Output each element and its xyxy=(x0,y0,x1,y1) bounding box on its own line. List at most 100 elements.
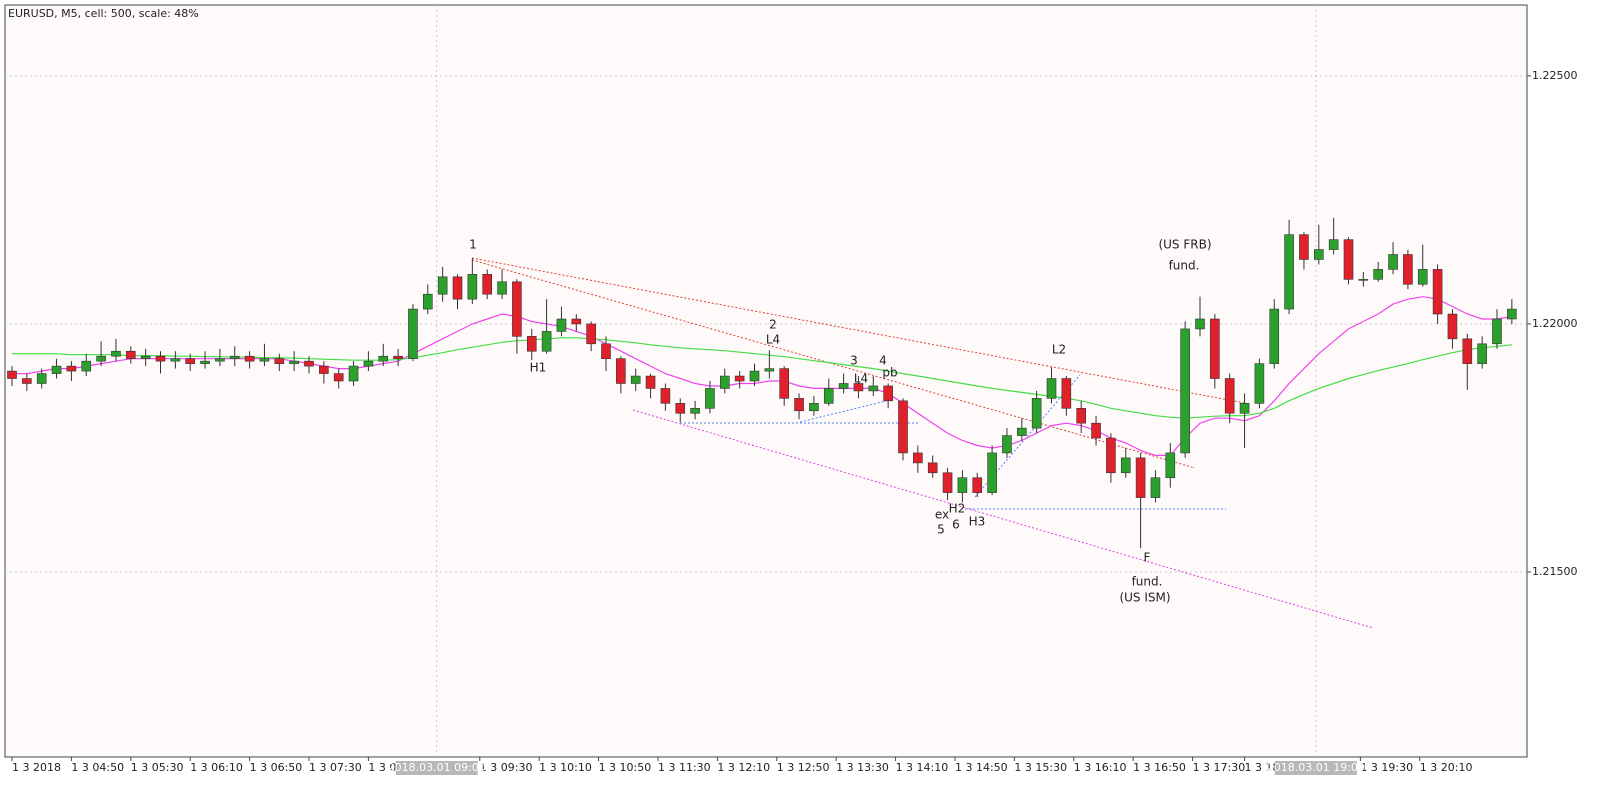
trendline xyxy=(799,399,891,423)
candle-body xyxy=(1492,318,1502,345)
annotations: 1 H1 2 L4 3 L4 4 pb ex 5 H2 6 H3 L2 (US … xyxy=(469,238,1211,605)
candle-body xyxy=(1239,403,1250,414)
x-tick-label: 1 3 06:50 xyxy=(250,761,303,774)
x-tick-label: 1 3 11:30 xyxy=(658,761,711,774)
axes: 1.21500 1.22000 1.22500 1 3 2018 1 3 04:50 1 … xyxy=(11,69,1578,775)
annotation: 5 xyxy=(937,523,945,537)
candle-body xyxy=(571,318,582,325)
candle-body xyxy=(497,281,507,295)
trendline xyxy=(974,374,1081,498)
x-tick-label: 1 3 06:10 xyxy=(190,761,243,774)
trendline xyxy=(632,409,1374,629)
candle-body xyxy=(36,373,47,384)
candle-body xyxy=(452,276,463,300)
candle-body xyxy=(200,360,210,364)
candle-body xyxy=(883,385,893,402)
candle-body xyxy=(1210,318,1220,379)
candle-body xyxy=(526,336,537,352)
annotation: 6 xyxy=(952,518,960,532)
x-tick-label: 1 3 16:10 xyxy=(1074,761,1127,774)
candle-body xyxy=(1343,239,1354,280)
candle-body xyxy=(601,343,611,359)
candle-body xyxy=(7,370,17,379)
annotation: 1 xyxy=(469,238,477,252)
candle-body xyxy=(1447,313,1458,340)
candle-body xyxy=(794,398,804,412)
x-tick-label: 1 3 12:50 xyxy=(777,761,830,774)
candle-body xyxy=(809,403,819,412)
candle-body xyxy=(1061,378,1072,409)
candle-body xyxy=(229,355,240,359)
candle-body xyxy=(1403,254,1413,285)
candle-body xyxy=(422,293,433,310)
annotation: H3 xyxy=(969,515,986,529)
candle-body xyxy=(1417,269,1428,285)
x-tick-label: 1 3 09:30 xyxy=(480,761,533,774)
candle-body xyxy=(1254,363,1265,404)
candle-body xyxy=(1180,328,1190,454)
candle-body xyxy=(437,276,448,295)
candle-body xyxy=(1016,427,1027,436)
annotation: (US FRB) xyxy=(1158,238,1211,252)
candle-body xyxy=(1135,457,1146,498)
candle-body xyxy=(898,400,908,454)
candle-body xyxy=(1358,279,1369,281)
date-marker-label: 2018.03.01 19:00 xyxy=(1267,761,1365,774)
candle-body xyxy=(1120,457,1131,474)
candle-body xyxy=(660,388,671,404)
candle-body xyxy=(972,477,983,493)
candle-body xyxy=(1165,452,1176,479)
candle-body xyxy=(1314,249,1324,260)
candle-body xyxy=(81,360,92,372)
candle-body xyxy=(1106,437,1116,474)
candle-body xyxy=(66,365,77,372)
chart-title: EURUSD, M5, cell: 500, scale: 48% xyxy=(8,7,199,20)
candle-body xyxy=(51,365,62,374)
candle-body xyxy=(749,370,760,382)
candle-body xyxy=(215,358,225,362)
candle-body xyxy=(675,403,686,414)
candle-body xyxy=(913,452,923,464)
x-tick-label: 1 3 10:10 xyxy=(539,761,592,774)
candle-body xyxy=(1432,269,1443,315)
x-tick-label: 1 3 12:10 xyxy=(717,761,770,774)
candle-body xyxy=(1091,422,1101,439)
candle-body xyxy=(170,358,181,362)
annotation: pb xyxy=(882,366,897,380)
candle-body xyxy=(823,388,834,404)
annotation: fund. xyxy=(1132,575,1163,589)
x-tick-label: 1 3 20:10 xyxy=(1420,761,1473,774)
date-marker-box xyxy=(395,761,478,775)
moving-average xyxy=(12,337,1512,419)
x-tick-label: 1 3 19:30 xyxy=(1360,761,1413,774)
x-tick-label: 1 3 15:30 xyxy=(1014,761,1067,774)
candle-body xyxy=(1269,308,1280,364)
candle-body xyxy=(942,472,953,493)
candle-body xyxy=(764,368,775,372)
candle-body xyxy=(868,385,879,392)
candle-body xyxy=(304,360,314,367)
candle-body xyxy=(1328,239,1339,250)
trendline xyxy=(471,259,1196,469)
x-tick-label: 1 3 2018 xyxy=(12,761,61,774)
candle-body xyxy=(690,407,700,414)
trendlines xyxy=(471,257,1374,629)
candle-body xyxy=(22,378,32,384)
annotation: 3 xyxy=(850,354,858,368)
candle-body xyxy=(1462,338,1473,364)
candle-body xyxy=(630,375,641,384)
candle-body xyxy=(1373,269,1383,280)
candle-body xyxy=(393,355,403,359)
candle-body xyxy=(363,360,374,367)
candle-body xyxy=(1002,435,1012,454)
annotation: H1 xyxy=(530,361,547,375)
candle-body xyxy=(586,323,596,345)
candle-body xyxy=(289,360,299,364)
candle-body xyxy=(126,350,136,359)
annotation: 2 xyxy=(769,318,777,332)
candle-body xyxy=(482,274,493,295)
candle-body xyxy=(1507,308,1517,320)
candle-body xyxy=(111,350,121,357)
annotation: F xyxy=(1144,551,1151,565)
